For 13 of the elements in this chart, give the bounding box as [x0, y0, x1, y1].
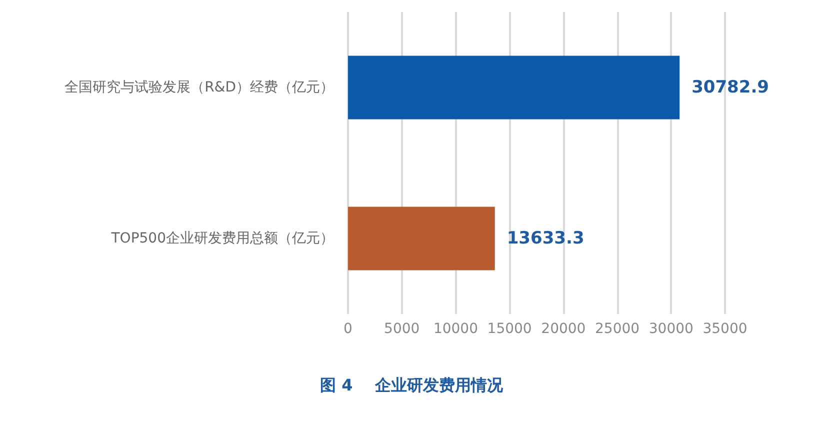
y-tick-label: TOP500企业研发费用总额（亿元） — [110, 230, 334, 246]
text: 图 4 企业研发费用情况 — [320, 376, 504, 394]
x-tick-label: 35000 — [702, 321, 748, 337]
x-tick-label: 25000 — [595, 321, 640, 337]
data-label: 13633.3 — [506, 228, 584, 248]
x-tick-label: 20000 — [541, 321, 586, 337]
y-tick-label: 全国研究与试验发展（R&D）经费（亿元） — [64, 80, 334, 96]
x-tick-label: 15000 — [487, 321, 532, 337]
x-tick-label: 0 — [344, 321, 352, 337]
x-tick-label: 10000 — [433, 321, 478, 337]
data-label: 30782.9 — [692, 78, 770, 98]
x-tick-label: 5000 — [384, 321, 420, 337]
x-tick-label: 30000 — [648, 321, 694, 337]
